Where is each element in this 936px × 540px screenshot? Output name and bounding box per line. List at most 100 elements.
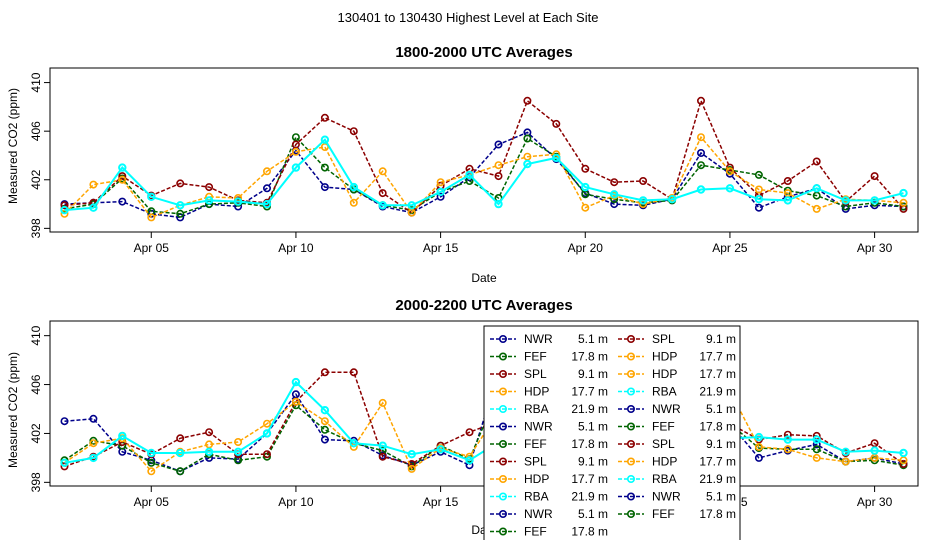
legend-site-label: FEF — [524, 350, 547, 364]
legend-entry: RBA 21.9 m — [618, 385, 736, 399]
series-nwr — [60, 128, 908, 222]
legend-entry: RBA 21.9 m — [490, 402, 608, 416]
y-tick-label: 398 — [29, 472, 43, 492]
data-point-rba — [552, 153, 561, 163]
data-point-spl — [552, 119, 561, 128]
legend-site-label: RBA — [524, 402, 549, 416]
legend-entry: NWR 5.1 m — [490, 507, 608, 521]
data-point-rba — [407, 450, 416, 459]
data-point-hdp — [378, 398, 387, 407]
data-point-nwr — [494, 140, 503, 149]
legend-site-label: RBA — [524, 490, 549, 504]
data-point-rba — [783, 196, 792, 205]
data-point-hdp — [118, 175, 127, 184]
legend-swatch-marker — [626, 439, 635, 448]
y-tick-label: 406 — [29, 121, 43, 141]
legend-site-label: HDP — [524, 472, 549, 486]
series-line-hdp — [64, 389, 904, 473]
data-point-rba — [118, 163, 127, 172]
data-point-rba — [899, 448, 908, 458]
data-point-spl — [60, 201, 69, 210]
data-point-spl — [696, 96, 705, 105]
data-point-fef — [870, 456, 879, 465]
x-tick-label: Apr 30 — [857, 495, 893, 509]
data-point-rba — [725, 184, 735, 193]
chart-title-bottom: 2000-2200 UTC Averages — [395, 297, 572, 314]
legend-swatch-marker — [626, 387, 635, 396]
data-point-hdp — [89, 180, 98, 189]
data-point-hdp — [812, 453, 821, 462]
data-point-nwr — [89, 414, 98, 423]
legend-height-label: 21.9 m — [571, 402, 608, 416]
y-axis-label-top: Measured CO2 (ppm) — [6, 88, 20, 204]
legend-swatch-marker — [498, 422, 507, 431]
data-point-hdp — [899, 198, 908, 207]
data-point-rba — [147, 192, 156, 202]
legend-swatch-marker — [626, 369, 635, 378]
data-point-spl — [205, 428, 214, 437]
data-point-rba — [523, 159, 532, 169]
data-point-nwr — [320, 435, 329, 444]
data-point-hdp — [581, 203, 590, 212]
data-point-hdp — [205, 440, 214, 449]
data-point-hdp — [291, 147, 300, 156]
legend-site-label: SPL — [524, 367, 547, 381]
data-point-rba — [349, 182, 358, 192]
legend-swatch-marker — [626, 492, 635, 501]
legend-site-label: HDP — [524, 385, 549, 399]
data-point-nwr — [291, 390, 300, 399]
legend-height-label: 9.1 m — [578, 455, 608, 469]
legend-height-label: 17.8 m — [571, 525, 608, 539]
legend-entry: SPL 9.1 m — [618, 437, 736, 451]
data-point-nwr — [60, 417, 69, 426]
data-point-spl — [320, 113, 329, 122]
data-point-nwr — [696, 149, 705, 158]
series-line-nwr — [64, 131, 904, 219]
legend-height-label: 9.1 m — [578, 367, 608, 381]
data-point-hdp — [783, 445, 792, 454]
series-rba — [60, 135, 908, 215]
chart-title-top: 1800-2000 UTC Averages — [395, 44, 572, 61]
legend-swatch-marker — [498, 527, 507, 536]
legend-height-label: 17.7 m — [571, 472, 608, 486]
data-point-rba — [320, 406, 330, 415]
legend-entry: HDP 17.7 m — [490, 385, 608, 399]
legend-height-label: 5.1 m — [578, 507, 608, 521]
legend-site-label: SPL — [524, 455, 547, 469]
legend-site-label: FEF — [652, 507, 675, 521]
data-point-spl — [523, 96, 532, 105]
data-point-nwr — [262, 184, 271, 193]
legend-entry: RBA 21.9 m — [618, 472, 736, 486]
data-point-nwr — [812, 440, 821, 449]
legend-entry: HDP 17.7 m — [618, 455, 736, 469]
data-point-hdp — [291, 397, 300, 406]
data-point-hdp — [754, 185, 763, 194]
data-point-rba — [812, 435, 821, 444]
data-point-rba — [378, 441, 387, 450]
plot-frame-top — [49, 67, 919, 233]
data-point-hdp — [147, 467, 156, 476]
data-point-fef — [176, 209, 185, 218]
legend-swatch-marker — [626, 404, 635, 413]
data-point-rba — [204, 196, 214, 205]
legend-height-label: 17.7 m — [699, 455, 736, 469]
data-point-rba — [436, 445, 445, 454]
legend-swatch-marker — [626, 457, 635, 466]
y-tick-label: 410 — [29, 72, 43, 92]
data-point-rba — [581, 182, 590, 192]
legend-box — [483, 325, 741, 540]
data-point-spl — [870, 439, 879, 448]
legend-site-label: RBA — [652, 385, 677, 399]
chart-panel-top: 1800-2000 UTC Averages Date Measured CO2… — [6, 44, 919, 285]
data-point-nwr — [754, 203, 763, 212]
data-point-fef — [812, 445, 821, 454]
data-point-rba — [812, 184, 821, 193]
data-point-spl — [378, 452, 387, 461]
data-point-nwr — [754, 453, 763, 462]
data-point-hdp — [262, 419, 271, 428]
x-tick-label: Apr 15 — [423, 495, 459, 509]
data-point-spl — [118, 172, 127, 181]
data-point-fef — [899, 202, 908, 211]
legend-height-label: 21.9 m — [571, 490, 608, 504]
